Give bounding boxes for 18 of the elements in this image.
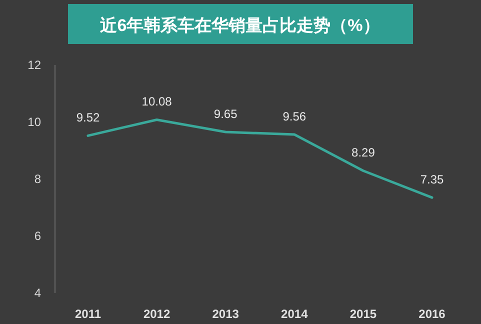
data-label: 10.08 bbox=[142, 94, 172, 109]
x-tick-label: 2016 bbox=[418, 307, 446, 321]
y-tick-label: 4 bbox=[34, 286, 42, 300]
x-tick-label: 2011 bbox=[74, 307, 102, 321]
y-tick-label: 8 bbox=[34, 172, 42, 186]
y-tick-label: 12 bbox=[28, 58, 42, 72]
y-tick-label: 10 bbox=[28, 115, 42, 129]
x-tick-label: 2012 bbox=[143, 307, 170, 321]
data-label: 9.65 bbox=[214, 106, 238, 121]
x-tick-label: 2014 bbox=[281, 307, 308, 321]
data-label: 8.29 bbox=[352, 146, 376, 160]
data-label: 7.35 bbox=[420, 172, 444, 187]
y-tick-label: 6 bbox=[34, 229, 42, 243]
x-tick-label: 2013 bbox=[212, 307, 240, 321]
data-label: 9.52 bbox=[76, 110, 100, 125]
data-label: 9.56 bbox=[282, 110, 306, 124]
x-tick-label: 2015 bbox=[350, 307, 377, 321]
chart-title: 近6年韩系车在华销量占比走势（%） bbox=[99, 16, 380, 35]
